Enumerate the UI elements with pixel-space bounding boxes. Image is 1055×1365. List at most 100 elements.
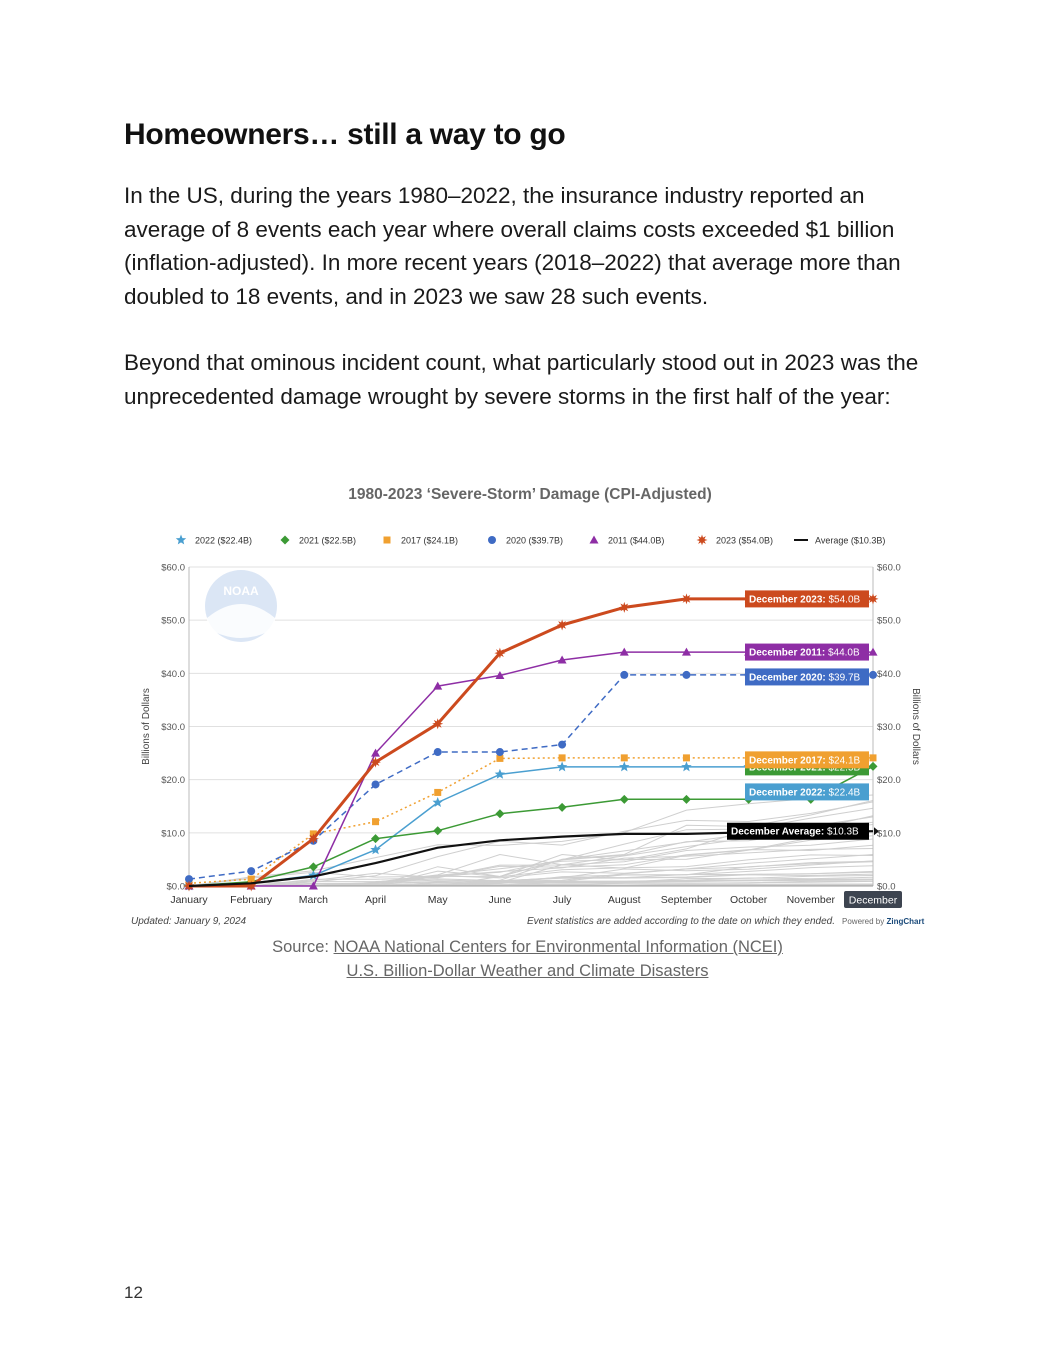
page-number: 12 [124,1283,143,1302]
data-point [618,601,630,613]
legend-label: 2021 ($22.5B) [299,536,356,546]
background-year-line [188,848,874,887]
y-tick-label-left: $50.0 [161,616,185,627]
end-label-value: $44.0B [828,648,860,659]
data-point [494,647,506,659]
chart-series [183,593,879,892]
chart-axes: $0.0 $0.0 $10.0 $10.0 $20.0 $20.0 $30.0 $30.0 $4… [141,563,921,908]
chart-title: 1980-2023 ‘Severe-Storm’ Damage (CPI-Adj… [348,486,712,503]
legend-label: 2022 ($22.4B) [195,536,252,546]
x-tick-label: April [365,894,386,906]
y-tick-label-left: $0.0 [167,882,186,893]
end-label: December Average: $10.3B [731,827,859,838]
end-label: December 2011: $44.0B [749,648,860,659]
end-label-box [745,590,869,608]
billion-dollar-disasters-link[interactable]: U.S. Billion-Dollar Weather and Climate … [346,962,709,980]
end-label-value: $39.7B [829,672,861,683]
background-year-line [188,876,874,887]
ncei-link[interactable]: NOAA National Centers for Environmental … [333,938,783,956]
data-point [868,647,878,656]
legend-swatch [696,534,708,546]
data-point [620,670,629,679]
x-tick-label: February [230,894,273,906]
data-point [557,655,567,664]
end-label-box [727,822,869,840]
y-tick-label-right: $20.0 [877,775,901,786]
data-point [619,794,629,804]
data-point [869,754,877,762]
x-tick-label: March [299,894,328,906]
legend-label: 2020 ($39.7B) [506,536,563,546]
y-tick-label-left: $60.0 [161,563,185,574]
x-tick-label: January [170,894,208,906]
x-tick-label: December [849,895,898,907]
end-label: December 2023: $54.0B [749,594,861,605]
data-point [682,670,691,679]
powered-by-label: Powered by [842,917,886,926]
storm-paragraph: Beyond that ominous incident count, what… [124,350,919,409]
data-point [495,809,505,819]
intro-paragraph: In the US, during the years 1980–2022, t… [124,183,901,309]
noaa-logo-gull [207,604,275,638]
severe-storm-chart: $0.0 $0.0 $10.0 $10.0 $20.0 $20.0 $30.0 $30.0 $4… [125,478,935,930]
data-point [558,754,566,762]
data-point [308,862,318,872]
y-tick-label-right: $30.0 [877,722,901,733]
end-label-value: $10.3B [827,827,859,838]
end-label-box [745,783,869,801]
chart-legend: 2022 ($22.4B) 2021 ($22.5B) 2017 ($24.1B) 2… [175,534,885,546]
data-point [183,880,195,892]
end-label: December 2017: $24.1B [749,755,861,766]
legend-swatch [175,534,187,545]
end-label-value: $54.0B [829,594,861,605]
end-label-prefix: December 2017: [749,755,829,766]
data-point [558,740,567,749]
data-point [867,593,879,605]
x-tick-label: July [553,894,572,906]
end-label-prefix: December Average: [731,827,827,838]
data-point [556,761,568,772]
data-point [619,761,630,772]
data-point [433,748,442,757]
source-prefix: Source: [272,938,334,956]
chart-footer-updated: Updated: January 9, 2024 [131,916,247,927]
background-year-line [189,844,874,887]
data-point [681,794,691,804]
y-tick-label-left: $20.0 [161,775,185,786]
y-tick-label-left: $40.0 [161,669,185,680]
y-axis-title-left: Billions of Dollars [141,688,152,765]
end-label-box [745,751,869,769]
data-point [681,593,692,605]
data-point [371,834,381,844]
data-point [619,647,629,656]
background-year-line [188,871,874,887]
x-tick-label: August [608,894,641,906]
y-tick-label-right: $10.0 [877,828,901,839]
data-point [434,788,442,796]
data-point [495,748,504,757]
end-label: December 2022: $22.4B [749,787,861,798]
data-point [371,748,381,757]
y-axis-title-right: Billions of Dollars [910,688,921,765]
data-point [494,768,506,779]
data-point [556,619,568,631]
legend-swatch [383,536,391,544]
y-tick-label-right: $60.0 [877,563,901,574]
data-point [681,647,691,656]
legend-swatch [280,535,290,545]
page-heading: Homeowners… still a way to go [124,118,566,151]
data-point [682,754,690,762]
data-point [185,875,193,884]
data-point [432,718,444,730]
x-tick-label: November [787,894,836,906]
legend-label: 2017 ($24.1B) [401,536,458,546]
legend-swatch [589,535,599,544]
data-point [868,761,878,771]
x-tick-label: October [730,894,768,906]
data-point [370,844,381,855]
data-point [308,869,319,880]
x-tick-label: September [661,894,713,906]
data-point [308,881,318,890]
end-label-prefix: December 2023: [749,594,829,605]
